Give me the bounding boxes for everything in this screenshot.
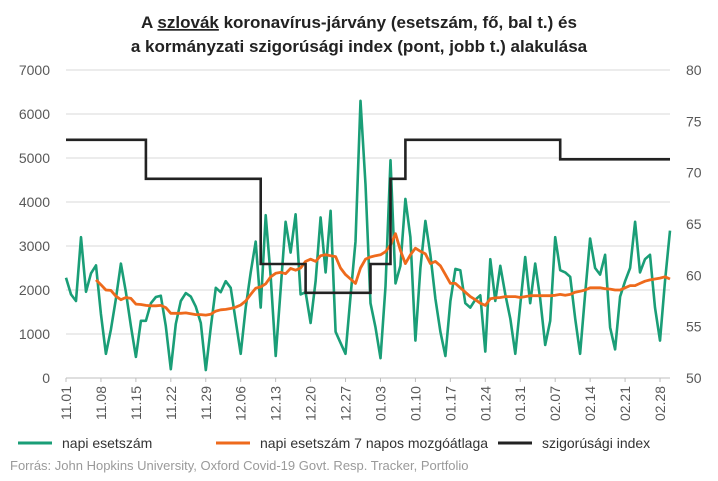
right-axis: 50 55 60 65 70 75 80	[686, 62, 702, 386]
x-tick-label: 11.29	[198, 386, 214, 420]
y-left-tick-label: 5000	[19, 150, 50, 166]
y-right-tick-label: 80	[686, 62, 702, 78]
x-axis: 11.01 11.08 11.15 11.22 11.29 12.06 12.13 12.20…	[58, 377, 670, 421]
x-tick-label: 01.03	[372, 386, 388, 421]
x-tick-label: 11.01	[58, 386, 74, 420]
x-tick-label: 02.07	[547, 386, 563, 421]
chart-title-post: koronavírus-járvány (esetszám, fő, bal t…	[219, 13, 577, 32]
series-stringency-index-line	[66, 138, 670, 295]
x-tick-label: 02.28	[652, 386, 668, 421]
x-tick-label: 02.14	[582, 386, 598, 421]
legend-moving-average-label: napi esetszám 7 napos mozgóátlaga	[260, 435, 488, 451]
y-left-tick-label: 6000	[19, 106, 50, 122]
chart-title-pre: A	[141, 13, 157, 32]
y-right-tick-label: 70	[686, 165, 702, 181]
legend: napi esetszám napi esetszám 7 napos mozgó…	[18, 435, 650, 451]
legend-daily-cases-label: napi esetszám	[62, 435, 152, 451]
series-moving-average-line	[95, 232, 671, 317]
y-right-tick-label: 75	[686, 113, 702, 129]
x-tick-label: 01.31	[512, 386, 528, 421]
x-tick-label: 11.08	[93, 386, 109, 420]
y-left-tick-label: 3000	[19, 238, 50, 254]
y-right-tick-label: 65	[686, 216, 702, 232]
x-tick-label: 12.27	[338, 386, 354, 421]
x-tick-label: 01.17	[442, 386, 458, 421]
y-left-tick-label: 7000	[19, 62, 50, 78]
left-axis: 0 1000 2000 3000 4000 5000 6000 7000	[19, 62, 50, 386]
y-right-tick-label: 55	[686, 319, 702, 335]
gridlines	[66, 69, 670, 335]
series-daily-cases-line	[64, 99, 672, 372]
source-note: Forrás: John Hopkins University, Oxford …	[10, 458, 469, 473]
y-left-tick-label: 4000	[19, 194, 50, 210]
y-right-tick-label: 50	[686, 370, 702, 386]
x-tick-label: 01.10	[407, 386, 423, 421]
x-tick-label: 11.22	[163, 386, 179, 420]
x-tick-label: 12.20	[303, 386, 319, 421]
y-right-tick-label: 60	[686, 267, 702, 283]
x-tick-label: 02.21	[617, 386, 633, 421]
x-tick-label: 11.15	[128, 386, 144, 420]
legend-stringency-index-label: szigorúsági index	[542, 435, 650, 451]
y-left-tick-label: 2000	[19, 282, 50, 298]
y-left-tick-label: 1000	[19, 326, 50, 342]
x-tick-label: 12.06	[233, 386, 249, 421]
y-left-tick-label: 0	[42, 370, 50, 386]
chart-title-line1: A szlovák koronavírus-járvány (esetszám,…	[141, 13, 577, 32]
plot-area	[64, 99, 672, 372]
chart-title-line2: a kormányzati szigorúsági index (pont, j…	[131, 37, 588, 56]
x-tick-label: 01.24	[477, 386, 493, 421]
chart-title-underlined: szlovák	[157, 13, 219, 32]
x-tick-label: 12.13	[268, 386, 284, 421]
